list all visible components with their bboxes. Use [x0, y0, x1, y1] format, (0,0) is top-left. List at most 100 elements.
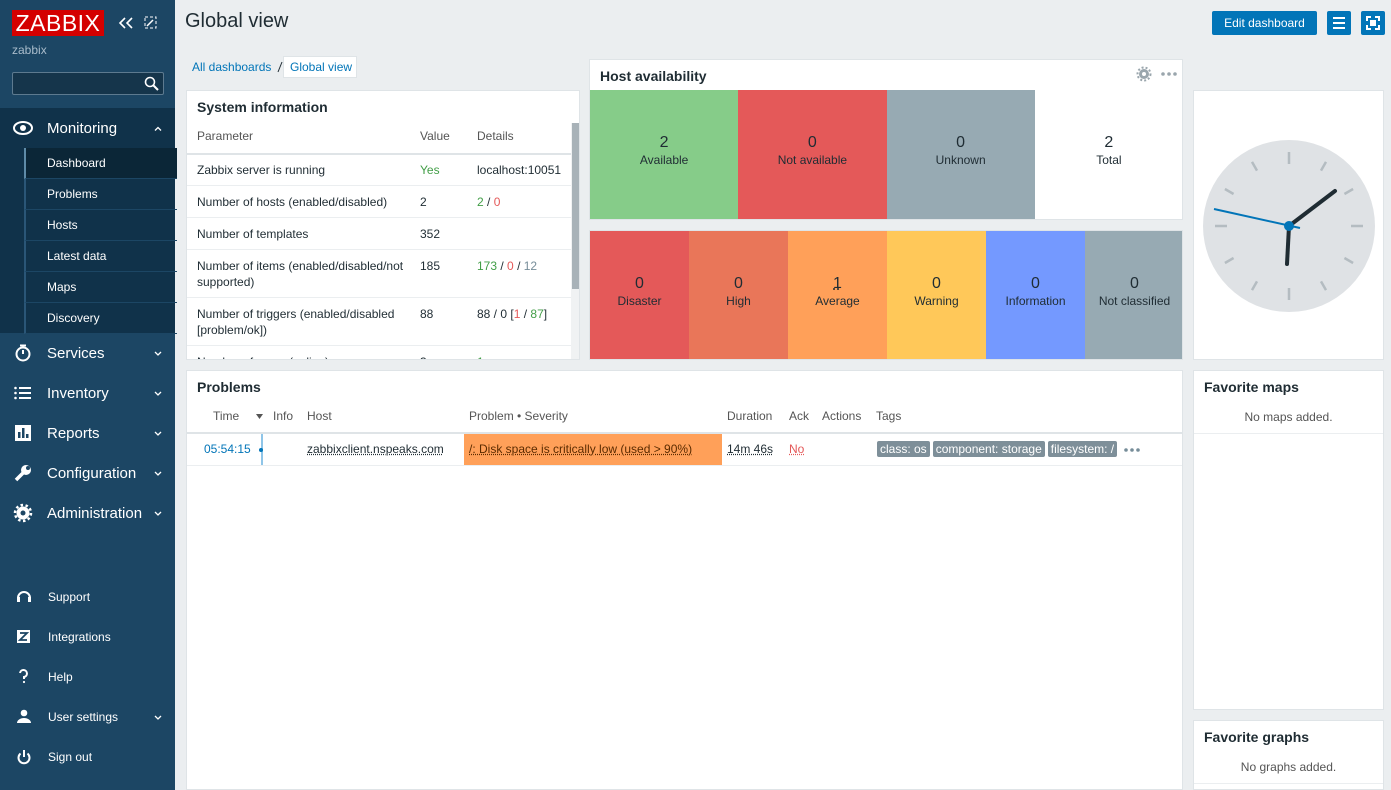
submenu-label[interactable]: Maps — [47, 280, 77, 294]
empty-message: No maps added. — [1244, 410, 1333, 424]
problem-time[interactable]: 05:54:15 — [204, 442, 251, 456]
edit-dashboard-button[interactable]: Edit dashboard — [1212, 11, 1317, 35]
menu-section[interactable]: Reports — [47, 425, 100, 442]
menu-section[interactable]: Inventory — [47, 385, 109, 402]
header-divider — [187, 432, 1182, 434]
severity-box: 0 High — [689, 231, 788, 359]
column-header: Parameter — [197, 129, 254, 143]
column-header[interactable]: Host — [307, 409, 332, 423]
icon-part — [154, 431, 162, 436]
more-tags-icon — [1124, 448, 1140, 452]
footer-menu-item[interactable]: Integrations — [48, 630, 111, 644]
value: 185 — [420, 259, 441, 273]
icon-part — [144, 16, 157, 29]
column-header[interactable]: Time — [213, 409, 240, 423]
submenu-label[interactable]: Problems — [47, 187, 98, 201]
problem-name[interactable]: /: Disk space is critically low (used > … — [469, 442, 693, 456]
footer-menu-item[interactable]: Help — [48, 670, 73, 684]
server-name: zabbix — [12, 43, 47, 57]
icon-part — [1136, 448, 1140, 452]
count: 0 — [1130, 275, 1139, 292]
availability-box: 0 Unknown — [886, 90, 1035, 219]
problem-severity-cell: /: Disk space is critically low (used > … — [464, 434, 722, 465]
icon-part — [125, 17, 133, 29]
footer-menu-item[interactable]: Support — [48, 590, 91, 604]
value: 3 — [420, 354, 477, 359]
menu-button[interactable] — [1327, 11, 1351, 35]
search-box[interactable] — [12, 72, 164, 95]
footer-menu-item[interactable]: Sign out — [48, 750, 93, 764]
tag[interactable]: filesystem: / — [1047, 441, 1118, 457]
widget-settings-icon — [1136, 66, 1152, 82]
menu-section[interactable]: Monitoring — [47, 120, 118, 137]
scrollbar-thumb[interactable] — [572, 123, 579, 289]
icon-part — [17, 632, 30, 641]
submenu-label[interactable]: Hosts — [47, 218, 78, 232]
submenu-item[interactable]: Hosts — [24, 210, 177, 241]
submenu-item[interactable]: Maps — [24, 272, 177, 303]
column-header: Info — [273, 409, 294, 423]
problem-duration[interactable]: 14m 46s — [727, 442, 774, 456]
submenu-item[interactable]: Problems — [24, 179, 177, 210]
timeline-dot — [259, 448, 263, 452]
label: Not classified — [1098, 294, 1171, 308]
details-part: 88 / 0 [ — [477, 307, 514, 321]
table-row: Number of hosts (enabled/disabled) 2 2 / 0 — [187, 186, 571, 218]
icon-part — [15, 346, 31, 362]
icon-part — [22, 680, 26, 684]
menu-section[interactable]: Configuration — [47, 465, 137, 482]
menu-icon — [13, 121, 33, 135]
count[interactable]: 1 — [833, 275, 842, 292]
breadcrumb-separator — [277, 61, 283, 73]
problem-ack[interactable]: No — [789, 442, 805, 456]
label: Total — [1096, 153, 1122, 167]
icon-part — [1343, 256, 1354, 265]
tag[interactable]: class: os — [877, 441, 930, 457]
label: Disaster — [617, 294, 662, 308]
icon-part — [18, 432, 21, 438]
breadcrumb-link[interactable]: All dashboards — [192, 60, 272, 74]
label: Information — [1005, 294, 1066, 308]
icon-part — [1284, 221, 1294, 231]
submenu-label[interactable]: Dashboard — [47, 156, 106, 170]
icon-part — [21, 465, 31, 475]
value: 88 — [420, 307, 434, 321]
submenu-label[interactable]: Discovery — [47, 311, 100, 325]
footer-menu-item[interactable]: User settings — [48, 710, 119, 724]
menu-icon — [14, 386, 31, 400]
count: 0 — [932, 275, 941, 292]
icon-part — [1366, 25, 1371, 30]
menu-section[interactable]: Administration — [47, 505, 143, 522]
details-part: 87 — [530, 307, 544, 321]
breadcrumb-current[interactable]: Global view — [283, 56, 357, 78]
menu-icon — [14, 465, 31, 482]
divider — [1194, 433, 1383, 434]
submenu-item[interactable]: Latest data — [24, 241, 177, 272]
footer-icon — [19, 669, 28, 684]
icon-part — [17, 718, 31, 723]
submenu-label[interactable]: Latest data — [47, 249, 107, 263]
fullscreen-button[interactable] — [1361, 11, 1385, 35]
details: 88 / 0 [1 / 87] — [477, 306, 547, 338]
menu-section[interactable]: Services — [47, 345, 105, 362]
logo[interactable]: ZABBIX — [12, 10, 104, 36]
count: 0 — [956, 134, 966, 151]
count: 0 — [635, 275, 644, 292]
submenu-item[interactable]: Dashboard — [24, 148, 177, 179]
problem-host[interactable]: zabbixclient.nspeaks.com — [307, 442, 444, 456]
value: 2 — [420, 195, 427, 209]
table-row: Number of users (online)31 — [187, 346, 571, 359]
menu-icon — [15, 344, 31, 362]
details-part: / — [483, 195, 494, 209]
icon-part — [14, 396, 17, 400]
details-part: 0 — [507, 259, 514, 273]
value: 352 — [420, 227, 441, 241]
icon-part — [146, 19, 154, 27]
submenu-item[interactable]: Discovery — [24, 303, 177, 334]
tag[interactable]: component: storage — [932, 441, 1045, 457]
label: Unknown — [935, 153, 986, 167]
column-header[interactable]: Duration — [727, 409, 773, 423]
widget-title: Favorite graphs — [1204, 729, 1310, 745]
empty-message: No graphs added. — [1240, 760, 1337, 774]
